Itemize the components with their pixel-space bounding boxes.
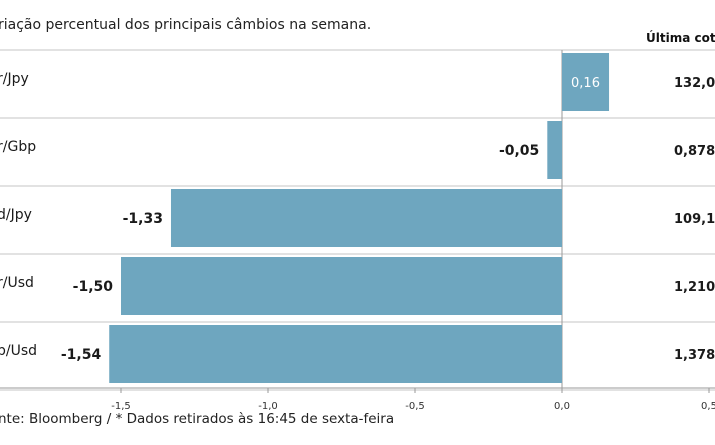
x-tick-label: -0,5 — [405, 401, 425, 412]
value-label: -1,33 — [123, 211, 163, 227]
value-label: 0,16 — [571, 76, 600, 91]
last-quote-value: 0,87802 — [674, 144, 715, 159]
bar-1 — [562, 53, 610, 111]
value-label: -0,05 — [499, 143, 539, 159]
last-quote-value: 1,2104 — [674, 280, 715, 295]
bar-2 — [547, 121, 562, 179]
value-label: -1,54 — [61, 347, 102, 363]
last-quote-value: 1,3785 — [674, 348, 715, 363]
category-label: r/Usd — [0, 275, 34, 291]
x-tick-label: 0,5 — [701, 401, 715, 412]
last-quote-header: Última cotaç — [646, 31, 715, 45]
value-label: -1,50 — [73, 279, 114, 295]
x-tick-label: -1,0 — [258, 401, 278, 412]
category-label: r/Gbp — [0, 139, 36, 155]
bar-5 — [109, 325, 563, 383]
bar-3 — [170, 189, 563, 247]
chart-title: riação percentual dos principais câmbios… — [0, 17, 372, 33]
category-label: r/Jpy — [0, 71, 29, 87]
bar-4 — [121, 257, 562, 315]
x-tick-label: 0,0 — [554, 401, 570, 412]
category-label: d/Jpy — [0, 207, 32, 223]
source-note: nte: Bloomberg / * Dados retirados às 16… — [0, 411, 395, 427]
last-quote-value: 132,07 — [674, 76, 715, 91]
last-quote-value: 109,12 — [674, 212, 715, 227]
category-label: p/Usd — [0, 343, 37, 359]
x-tick-label: -1,5 — [111, 401, 131, 412]
